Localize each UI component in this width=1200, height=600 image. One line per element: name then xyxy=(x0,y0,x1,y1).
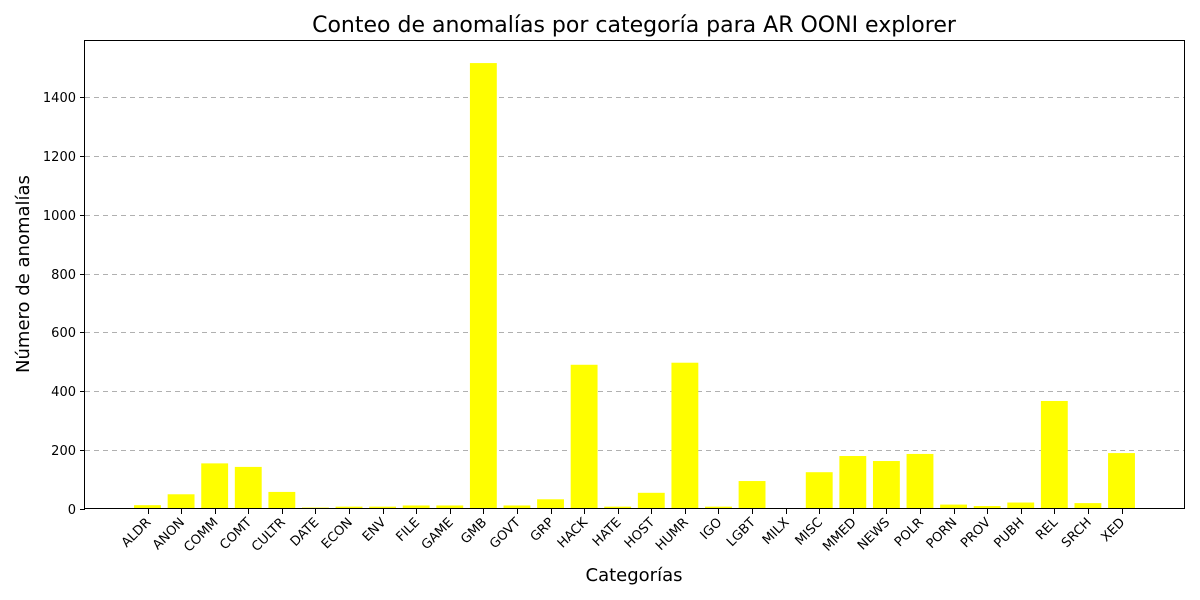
y-tick-label: 1000 xyxy=(43,209,76,224)
x-tick-label: FILE xyxy=(393,515,423,545)
x-tick-label: HUMR xyxy=(653,515,692,554)
bar-game xyxy=(436,505,464,509)
chart-title: Conteo de anomalías por categoría para A… xyxy=(312,13,957,38)
x-tick-label: ENV xyxy=(360,515,390,545)
x-tick-label: CULTR xyxy=(249,515,289,555)
x-axis-title: Categorías xyxy=(586,565,683,586)
bar-polr xyxy=(906,453,934,509)
bar-govt xyxy=(503,505,531,509)
y-axis: 0 200 400 600 800 1000 1200 1400 xyxy=(43,91,85,518)
bar-grp xyxy=(537,499,564,509)
x-tick-label: ANON xyxy=(150,515,188,553)
bar-hack xyxy=(570,364,598,509)
bar-srch xyxy=(1074,503,1102,509)
bar-pubh xyxy=(1007,502,1035,509)
bar-gmb xyxy=(469,63,497,509)
bar-humr xyxy=(671,362,699,509)
x-tick-label: HATE xyxy=(590,515,625,550)
x-tick-label: XED xyxy=(1099,515,1129,545)
x-tick-label: PUBH xyxy=(991,515,1027,551)
x-tick-label: POLR xyxy=(892,515,927,550)
y-tick-label: 1400 xyxy=(43,91,76,106)
bar-lgbt xyxy=(738,481,766,509)
y-tick-label: 200 xyxy=(51,444,76,459)
bar-news xyxy=(872,461,900,509)
x-tick-label: GOVT xyxy=(487,515,524,552)
x-tick-label: ALDR xyxy=(119,515,154,550)
bar-misc xyxy=(805,472,833,509)
bar-aldr xyxy=(134,505,161,509)
bar-anon xyxy=(167,494,195,509)
bar-xed xyxy=(1108,453,1135,509)
x-tick-label: GAME xyxy=(419,515,457,553)
x-tick-label: SRCH xyxy=(1059,515,1095,551)
bar-igo xyxy=(705,506,732,509)
x-tick-label: HOST xyxy=(622,515,658,551)
y-axis-title: Número de anomalías xyxy=(13,175,34,373)
x-tick-label: COMT xyxy=(217,515,255,553)
bar-comt xyxy=(234,466,262,509)
y-tick-label: 1200 xyxy=(43,150,76,165)
bar-econ xyxy=(335,506,363,509)
bar-file xyxy=(402,505,430,509)
y-tick-label: 600 xyxy=(51,326,76,341)
x-tick-label: NEWS xyxy=(855,515,893,553)
x-tick-label: PORN xyxy=(924,515,961,552)
bar-host xyxy=(637,492,665,509)
x-tick-label: MMED xyxy=(820,515,859,554)
bar-hate xyxy=(604,506,632,509)
x-tick-label: HACK xyxy=(555,515,591,551)
bar-cultr xyxy=(268,491,296,509)
x-tick-label: IGO xyxy=(698,515,726,543)
bar-rel xyxy=(1040,400,1068,509)
bar-comm xyxy=(201,463,229,509)
x-tick-label: PROV xyxy=(958,515,994,551)
y-tick-label: 800 xyxy=(51,268,76,283)
x-tick-label: REL xyxy=(1033,515,1061,543)
grid-layer xyxy=(85,97,1185,451)
x-tick-label: LGBT xyxy=(724,515,759,550)
bar-prov xyxy=(973,506,1001,509)
bar-env xyxy=(369,506,397,509)
x-tick-label: GMB xyxy=(458,515,490,547)
x-tick-label: GRP xyxy=(528,515,558,545)
x-tick-label: ECON xyxy=(319,515,356,552)
x-tick-label: MILX xyxy=(760,515,793,548)
y-tick-label: 0 xyxy=(68,503,76,518)
bar-porn xyxy=(940,504,968,509)
y-tick-label: 400 xyxy=(51,385,76,400)
x-tick-label: DATE xyxy=(288,515,323,550)
bars-layer xyxy=(134,63,1135,509)
bar-mmed xyxy=(839,456,867,509)
x-tick-label: COMM xyxy=(181,515,221,555)
